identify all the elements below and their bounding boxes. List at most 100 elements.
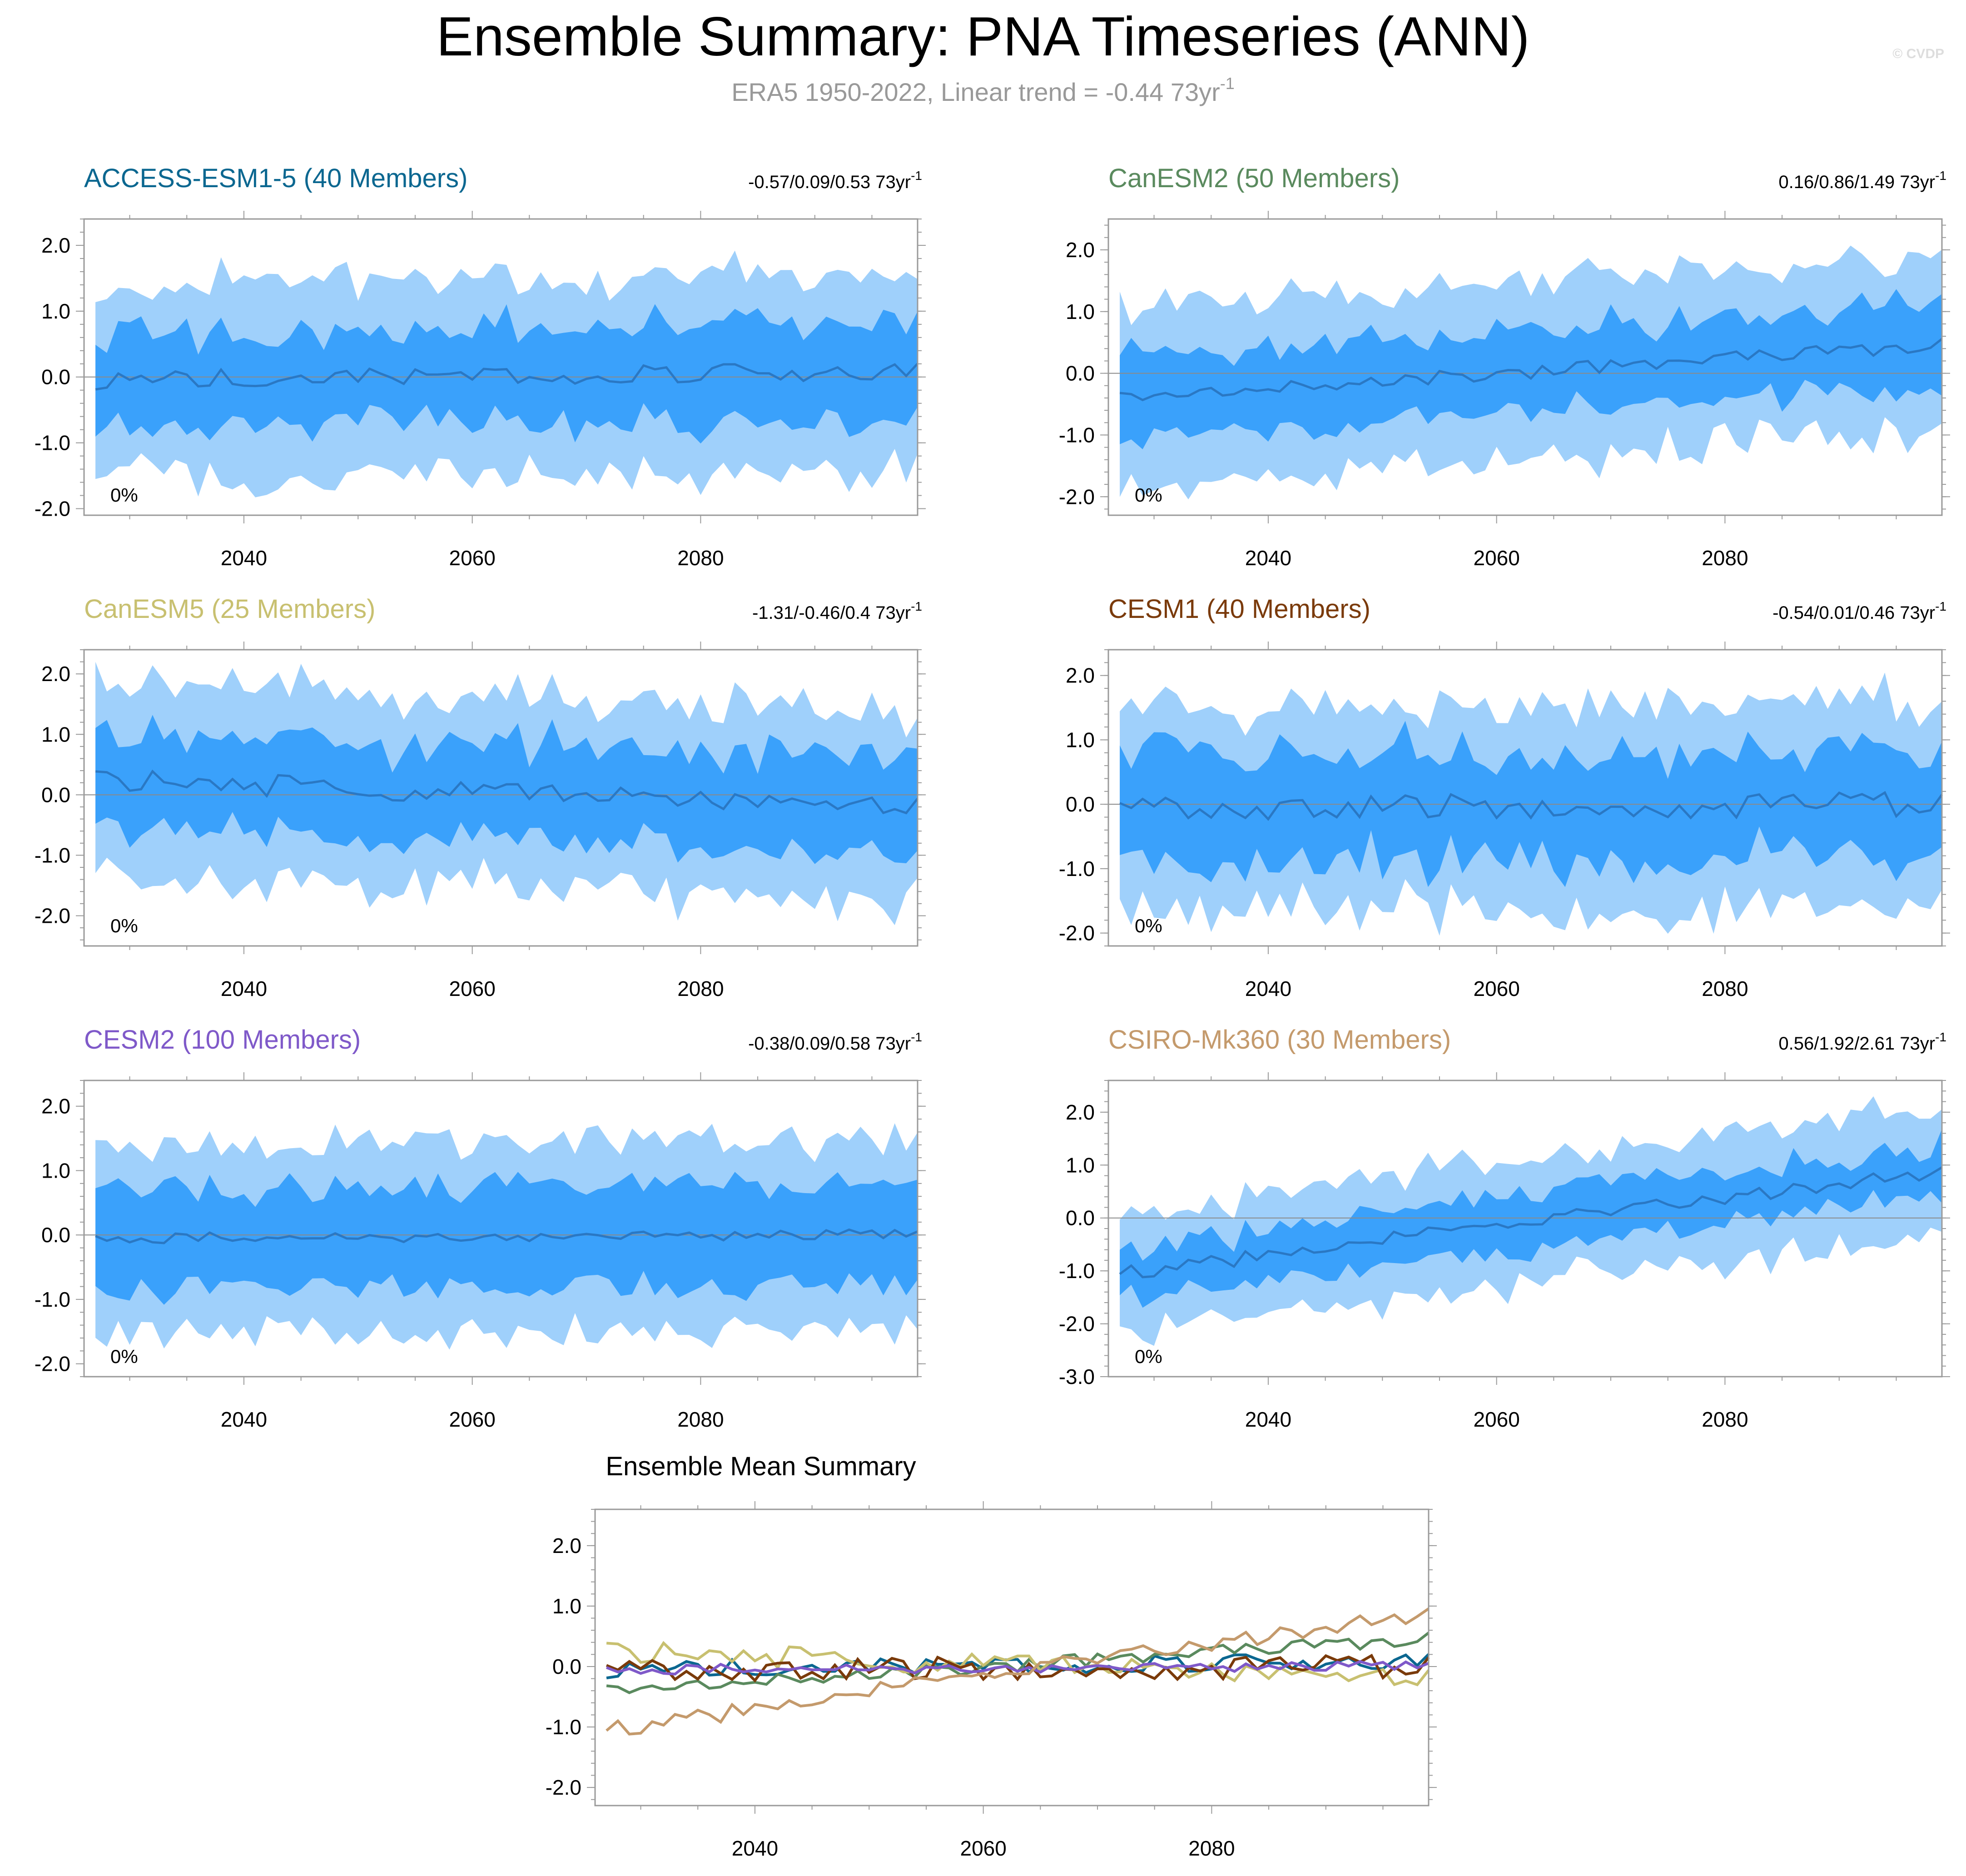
ensemble-mean-line-canesm5 (606, 1641, 1430, 1687)
cesm1-title: CESM1 (40 Members) (1108, 594, 1370, 624)
cesm1-trend-text: -0.54/0.01/0.46 73yr (1772, 603, 1935, 623)
panel-grid: 2.0 1.0 0.0 -1.0 -2.0 2040 2060 2080 ACCESS-ESM1… (35, 164, 1950, 1431)
csiro-trend-sup: -1 (1935, 1030, 1946, 1044)
cesm2-trend-sup: -1 (911, 1030, 922, 1044)
cesm1-ytick-label: -1.0 (1059, 857, 1095, 881)
cesm1-xtick-label: 2080 (1702, 977, 1748, 1000)
ensemble-mean-ytick-label: -2.0 (546, 1776, 581, 1799)
access-ytick-label: 2.0 (41, 234, 70, 257)
csiro-percent-label: 0% (1135, 1346, 1162, 1367)
cvdp-watermark: © CVDP (1892, 46, 1944, 61)
canesm2-trend-label: 0.16/0.86/1.49 73yr-1 (1778, 169, 1946, 192)
ensemble-mean-ytick-label: -1.0 (546, 1715, 581, 1739)
figure-subtitle: ERA5 1950-2022, Linear trend = -0.44 73y… (731, 74, 1235, 106)
canesm5-ytick-label: -2.0 (35, 904, 70, 927)
csiro-frame-top (1107, 1080, 1943, 1378)
csiro-xtick-label: 2060 (1473, 1408, 1519, 1431)
cesm2-title: CESM2 (100 Members) (84, 1025, 361, 1055)
canesm2-xtick-label: 2040 (1245, 546, 1291, 570)
canesm5-xtick-label: 2040 (221, 977, 267, 1000)
cesm1-ytick-label: 0.0 (1066, 792, 1095, 816)
panel-csiro: 2.0 1.0 0.0 -1.0 -2.0 -3.0 2040 2060 2080 CSIRO-M… (1059, 1025, 1950, 1431)
canesm5-trend-sup: -1 (911, 599, 922, 613)
panel-access: 2.0 1.0 0.0 -1.0 -2.0 2040 2060 2080 ACCESS-ESM1… (35, 164, 926, 570)
ensemble-mean-line-csiro (606, 1607, 1430, 1736)
ensemble-mean-ytick-label: 0.0 (552, 1655, 581, 1678)
cesm2-inner-band (95, 1172, 918, 1305)
canesm5-ensemble-mean-line (95, 769, 918, 815)
canesm2-xtick-label: 2080 (1702, 546, 1748, 570)
canesm2-frame-top (1107, 218, 1943, 516)
cesm1-trend-label: -0.54/0.01/0.46 73yr-1 (1772, 599, 1946, 623)
csiro-xtick-label: 2080 (1702, 1408, 1748, 1431)
cesm2-xtick-label: 2080 (677, 1408, 724, 1431)
access-xtick-label: 2060 (449, 546, 495, 570)
cesm1-trend-sup: -1 (1935, 599, 1946, 613)
canesm5-inner-band (95, 715, 918, 864)
canesm5-ytick-label: 1.0 (41, 722, 70, 746)
ensemble-mean-line-cesm1 (606, 1653, 1430, 1683)
access-inner-band (95, 304, 918, 444)
ensemble-mean-xtick-label: 2080 (1188, 1836, 1235, 1860)
ensemble-mean-ytick-label: 1.0 (552, 1594, 581, 1618)
csiro-ytick-label: 1.0 (1066, 1153, 1095, 1177)
csiro-ytick-label: -2.0 (1059, 1312, 1095, 1336)
access-frame-top (83, 218, 918, 516)
access-ytick-label: -2.0 (35, 497, 70, 521)
ensemble-mean-ytick-label: 2.0 (552, 1534, 581, 1558)
ensemble-mean-panel: 2.0 1.0 0.0 -1.0 -2.0 2040 2060 2080 Ensemble Me… (546, 1452, 1437, 1860)
cesm2-ytick-label: 0.0 (41, 1223, 70, 1247)
canesm2-trend-sup: -1 (1935, 169, 1946, 183)
cesm1-frame-top (1107, 649, 1943, 947)
canesm2-xtick-label: 2060 (1473, 546, 1519, 570)
csiro-ytick-label: 2.0 (1066, 1100, 1095, 1124)
panel-canesm5: 2.0 1.0 0.0 -1.0 -2.0 2040 2060 2080 CanESM5 (25… (35, 594, 926, 1000)
canesm5-trend-label: -1.31/-0.46/0.4 73yr-1 (752, 599, 922, 623)
cesm2-trend-label: -0.38/0.09/0.58 73yr-1 (748, 1030, 922, 1054)
csiro-xtick-label: 2040 (1245, 1408, 1291, 1431)
canesm5-xtick-label: 2060 (449, 977, 495, 1000)
csiro-ytick-label: -1.0 (1059, 1259, 1095, 1283)
access-trend-sup: -1 (911, 169, 922, 183)
canesm2-inner-band (1120, 289, 1942, 449)
canesm2-ytick-label: -1.0 (1059, 423, 1095, 447)
canesm5-trend-text: -1.31/-0.46/0.4 73yr (752, 603, 911, 623)
csiro-title: CSIRO-Mk360 (30 Members) (1108, 1025, 1451, 1055)
canesm5-frame-top (83, 649, 918, 947)
access-ytick-label: 0.0 (41, 365, 70, 389)
access-title: ACCESS-ESM1-5 (40 Members) (84, 164, 467, 193)
access-xtick-label: 2080 (677, 546, 724, 570)
cesm2-ensemble-mean-line (95, 1228, 918, 1244)
access-ytick-label: 1.0 (41, 299, 70, 323)
access-trend-label: -0.57/0.09/0.53 73yr-1 (748, 169, 922, 192)
canesm2-ytick-label: -2.0 (1059, 485, 1095, 508)
csiro-ytick-label: -3.0 (1059, 1365, 1095, 1388)
canesm5-ytick-label: 0.0 (41, 783, 70, 806)
cesm2-ytick-label: 1.0 (41, 1159, 70, 1182)
cesm2-ytick-label: -1.0 (35, 1288, 70, 1311)
cesm2-ytick-label: 2.0 (41, 1095, 70, 1118)
access-percent-label: 0% (110, 484, 138, 506)
cesm1-ytick-label: -2.0 (1059, 921, 1095, 945)
figure-title: Ensemble Summary: PNA Timeseries (ANN) (437, 5, 1530, 67)
canesm5-title: CanESM5 (25 Members) (84, 594, 375, 624)
access-ensemble-mean-line (95, 363, 918, 391)
csiro-ytick-label: 0.0 (1066, 1206, 1095, 1230)
ensemble-mean-line-cesm2 (606, 1660, 1430, 1676)
cesm2-trend-text: -0.38/0.09/0.58 73yr (748, 1034, 911, 1054)
access-ytick-label: -1.0 (35, 431, 70, 455)
canesm2-title: CanESM2 (50 Members) (1108, 164, 1400, 193)
cesm1-ytick-label: 1.0 (1066, 728, 1095, 751)
ensemble-mean-xtick-label: 2040 (732, 1836, 778, 1860)
canesm5-percent-label: 0% (110, 915, 138, 936)
cesm1-ensemble-mean-line (1119, 791, 1943, 821)
ensemble-mean-title: Ensemble Mean Summary (606, 1452, 916, 1481)
cesm2-ytick-label: -2.0 (35, 1352, 70, 1376)
access-trend-text: -0.57/0.09/0.53 73yr (748, 172, 911, 192)
access-xtick-label: 2040 (221, 546, 267, 570)
cesm1-xtick-label: 2040 (1245, 977, 1291, 1000)
cesm2-xtick-label: 2060 (449, 1408, 495, 1431)
canesm2-ytick-label: 0.0 (1066, 362, 1095, 385)
cesm2-percent-label: 0% (110, 1346, 138, 1367)
